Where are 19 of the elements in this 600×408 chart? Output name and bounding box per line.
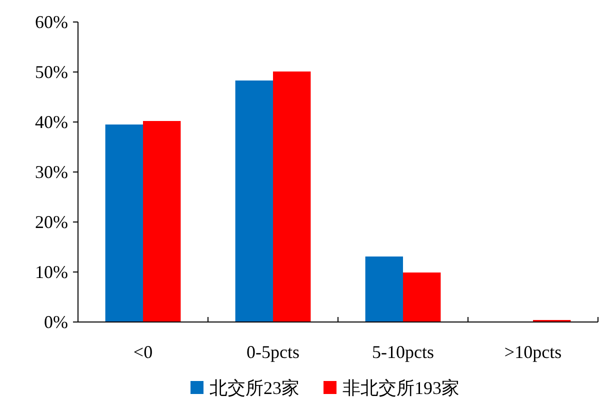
y-tick-label: 60% xyxy=(35,12,68,32)
y-tick-label: 30% xyxy=(35,162,68,182)
y-tick-label: 10% xyxy=(35,262,68,282)
bar xyxy=(235,80,273,322)
y-tick-label: 40% xyxy=(35,112,68,132)
x-tick-label: >10pcts xyxy=(504,342,562,362)
bar xyxy=(273,72,311,322)
y-tick-label: 50% xyxy=(35,62,68,82)
bar xyxy=(105,124,143,322)
bar xyxy=(403,272,441,322)
x-tick-label: 5-10pcts xyxy=(372,342,434,362)
legend-label: 非北交所193家 xyxy=(342,378,460,398)
bar xyxy=(365,256,403,322)
x-tick-label: 0-5pcts xyxy=(246,342,300,362)
y-tick-label: 20% xyxy=(35,212,68,232)
bar xyxy=(143,121,181,322)
x-tick-label: <0 xyxy=(133,342,153,362)
legend-label: 北交所23家 xyxy=(210,378,300,398)
y-tick-label: 0% xyxy=(44,312,68,332)
